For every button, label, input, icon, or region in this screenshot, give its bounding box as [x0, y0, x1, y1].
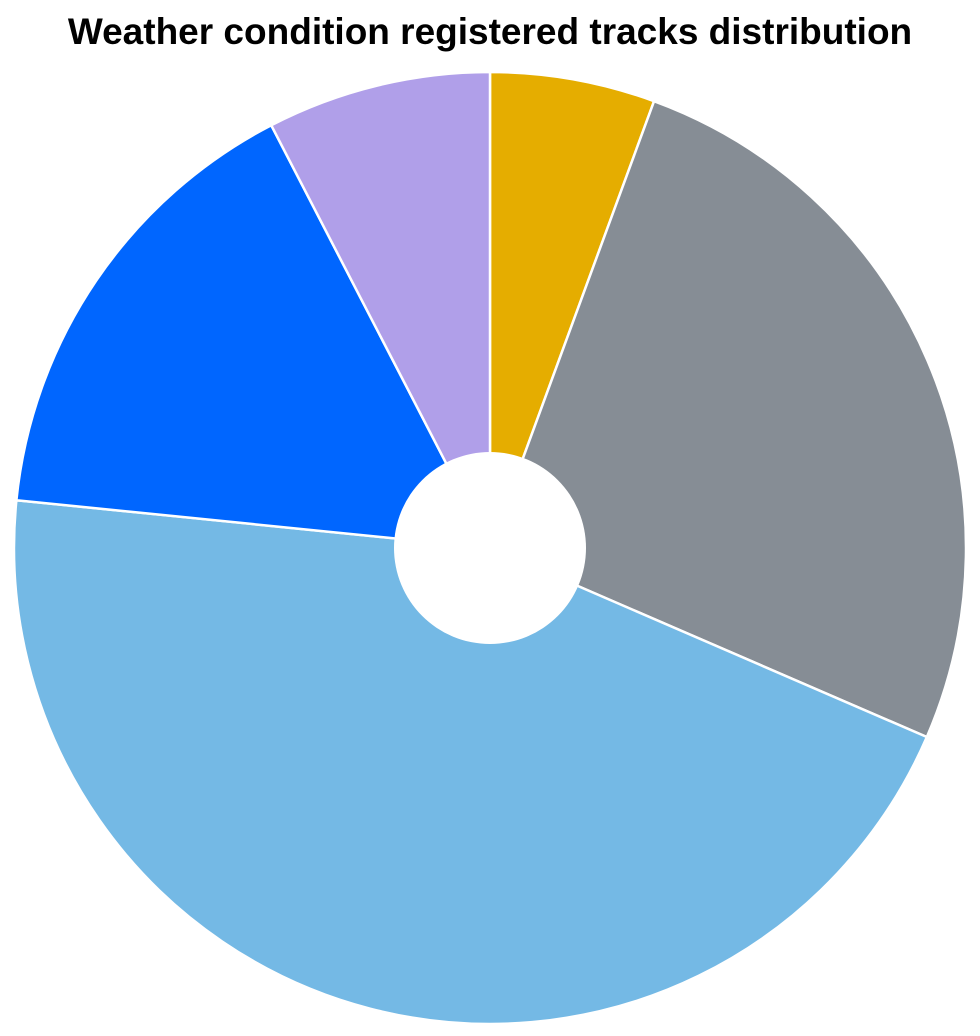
pie-slice-1[interactable]: [488, 70, 656, 550]
chart-title: Weather condition registered tracks dist…: [67, 11, 913, 52]
pie-slice-4[interactable]: [15, 124, 492, 550]
pie-slice-2[interactable]: [488, 99, 968, 739]
pie-slice-5[interactable]: [269, 70, 492, 550]
donut-hole: [394, 452, 586, 644]
pie-slices: [12, 70, 968, 1026]
pie-slice-3[interactable]: [12, 498, 929, 1026]
